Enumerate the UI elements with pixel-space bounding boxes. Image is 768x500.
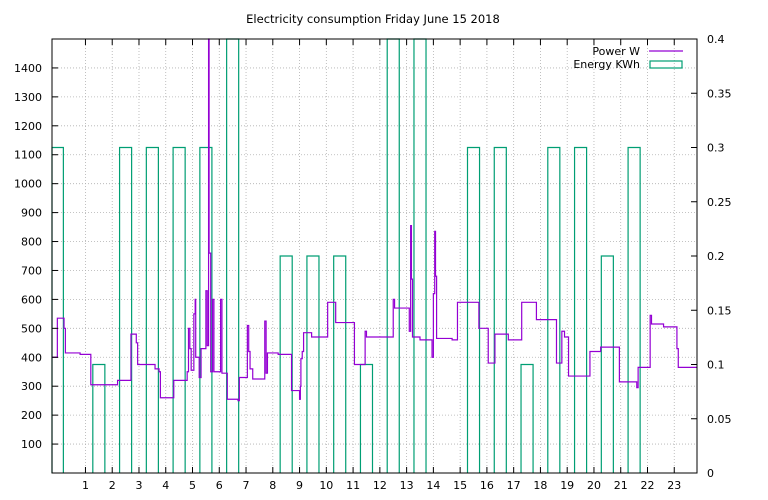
x-tick-label: 22: [640, 479, 654, 492]
y-left-tick-label: 500: [21, 322, 42, 335]
y-left-tick-label: 900: [21, 207, 42, 220]
x-tick-label: 19: [560, 479, 574, 492]
energy-bar: [279, 255, 293, 473]
energy-bar: [118, 146, 133, 473]
x-tick-label: 6: [216, 479, 223, 492]
energy-bar: [199, 146, 213, 473]
y-right-tick-label: 0.1: [707, 359, 725, 372]
x-tick-label: 10: [319, 479, 333, 492]
x-tick-label: 18: [533, 479, 547, 492]
right-y-tick-labels: 0 0.05 0.1 0.15 0.2 0.25 0.3 0.35 0.4: [707, 33, 732, 480]
power-line: [52, 38, 697, 402]
chart-title: Electricity consumption Friday June 15 2…: [246, 12, 500, 26]
legend: Power W Energy KWh: [573, 45, 683, 71]
y-right-tick-label: 0.25: [707, 196, 732, 209]
power-line-layer: [52, 38, 697, 402]
y-left-tick-label: 1400: [14, 62, 42, 75]
y-left-tick-label: 600: [21, 293, 42, 306]
y-left-tick-label: 800: [21, 236, 42, 249]
left-y-tick-labels: 100 200 300 400 500 600 700 800 900 1000 1100 1200 1…: [14, 62, 42, 451]
energy-bar: [600, 255, 614, 473]
y-left-tick-label: 1300: [14, 91, 42, 104]
energy-bar: [306, 255, 320, 473]
tick-marks: [52, 38, 697, 474]
energy-bar: [172, 146, 186, 473]
y-right-tick-label: 0.15: [707, 304, 732, 317]
x-tick-label: 11: [346, 479, 360, 492]
x-tick-label: 13: [400, 479, 414, 492]
energy-bar: [145, 146, 159, 473]
x-tick-label: 9: [296, 479, 303, 492]
x-tick-label: 20: [587, 479, 601, 492]
energy-bar: [333, 255, 347, 473]
energy-bar: [627, 146, 641, 473]
y-left-tick-label: 200: [21, 409, 42, 422]
x-tick-label: 17: [507, 479, 521, 492]
energy-bars: [51, 38, 641, 473]
legend-swatch-energy: [649, 60, 683, 69]
x-tick-label: 8: [269, 479, 276, 492]
y-left-tick-label: 100: [21, 438, 42, 451]
x-tick-label: 16: [480, 479, 494, 492]
y-right-tick-label: 0.05: [707, 413, 732, 426]
energy-bar: [466, 146, 481, 473]
legend-label-energy: Energy KWh: [573, 58, 640, 71]
y-left-tick-label: 300: [21, 380, 42, 393]
x-tick-label: 23: [667, 479, 681, 492]
x-tick-label: 21: [614, 479, 628, 492]
y-left-tick-label: 1200: [14, 120, 42, 133]
x-tick-label: 7: [243, 479, 250, 492]
energy-bar: [520, 363, 534, 473]
x-tick-label: 1: [82, 479, 89, 492]
x-tick-label: 4: [162, 479, 169, 492]
x-tick-label: 3: [135, 479, 142, 492]
x-tick-label: 12: [373, 479, 387, 492]
y-left-tick-label: 1100: [14, 149, 42, 162]
x-tick-label: 5: [189, 479, 196, 492]
x-tick-labels: 1 2 3 4 5 6 7 8 9 10 11 12 13 14 15 16 17 18 19 20 21 22 23: [82, 479, 681, 492]
y-right-tick-label: 0.35: [707, 87, 732, 100]
energy-bar: [573, 146, 588, 473]
y-right-tick-label: 0.4: [707, 33, 725, 46]
legend-label-power: Power W: [592, 45, 640, 58]
y-right-tick-label: 0: [707, 467, 714, 480]
energy-bar: [92, 363, 106, 473]
y-left-tick-label: 1000: [14, 178, 42, 191]
y-right-tick-label: 0.3: [707, 142, 725, 155]
y-left-tick-label: 700: [21, 264, 42, 277]
energy-bar: [493, 146, 507, 473]
energy-bar: [547, 146, 561, 473]
y-left-tick-label: 400: [21, 351, 42, 364]
x-tick-label: 2: [109, 479, 116, 492]
energy-bar: [359, 363, 374, 473]
x-tick-label: 15: [453, 479, 467, 492]
y-right-tick-label: 0.2: [707, 250, 725, 263]
x-tick-label: 14: [426, 479, 440, 492]
